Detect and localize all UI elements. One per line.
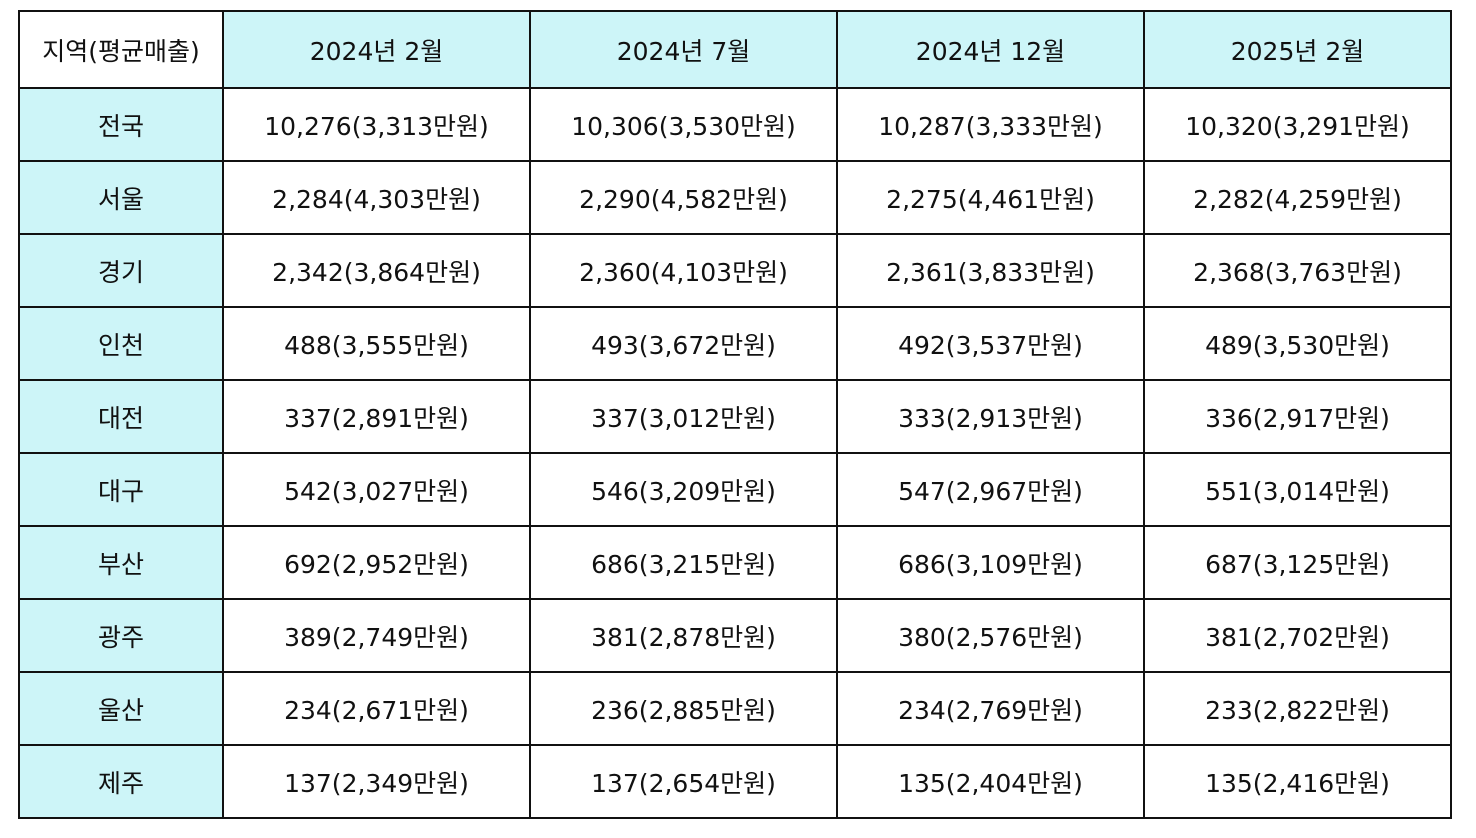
table-row: 인천 488(3,555만원) 493(3,672만원) 492(3,537만원) 48… [18,306,1452,381]
table-row: 광주 389(2,749만원) 381(2,878만원) 380(2,576만원) 38… [18,598,1452,673]
value-cell: 489(3,530만원) [1143,306,1452,381]
value-cell: 547(2,967만원) [836,452,1145,527]
region-cell: 전국 [18,87,224,162]
value-cell: 234(2,671만원) [222,671,531,746]
value-cell: 2,290(4,582만원) [529,160,838,235]
value-cell: 692(2,952만원) [222,525,531,600]
value-cell: 381(2,702만원) [1143,598,1452,673]
value-cell: 10,306(3,530만원) [529,87,838,162]
value-cell: 389(2,749만원) [222,598,531,673]
header-cell: 2025년 2월 [1143,10,1452,89]
value-cell: 493(3,672만원) [529,306,838,381]
value-cell: 10,320(3,291만원) [1143,87,1452,162]
table-row: 대구 542(3,027만원) 546(3,209만원) 547(2,967만원) 55… [18,452,1452,527]
header-cell: 2024년 7월 [529,10,838,89]
region-cell: 인천 [18,306,224,381]
value-cell: 381(2,878만원) [529,598,838,673]
value-cell: 2,360(4,103만원) [529,233,838,308]
table-row: 제주 137(2,349만원) 137(2,654만원) 135(2,404만원) 13… [18,744,1452,819]
value-cell: 10,287(3,333만원) [836,87,1145,162]
value-cell: 2,342(3,864만원) [222,233,531,308]
value-cell: 546(3,209만원) [529,452,838,527]
value-cell: 2,282(4,259만원) [1143,160,1452,235]
value-cell: 337(2,891만원) [222,379,531,454]
table-body: 전국 10,276(3,313만원) 10,306(3,530만원) 10,287(3… [18,87,1452,819]
header-cell: 2024년 2월 [222,10,531,89]
value-cell: 686(3,215만원) [529,525,838,600]
value-cell: 488(3,555만원) [222,306,531,381]
region-cell: 대전 [18,379,224,454]
value-cell: 2,275(4,461만원) [836,160,1145,235]
region-cell: 울산 [18,671,224,746]
region-cell: 서울 [18,160,224,235]
value-cell: 686(3,109만원) [836,525,1145,600]
value-cell: 687(3,125만원) [1143,525,1452,600]
value-cell: 2,368(3,763만원) [1143,233,1452,308]
value-cell: 551(3,014만원) [1143,452,1452,527]
table-row: 울산 234(2,671만원) 236(2,885만원) 234(2,769만원) 23… [18,671,1452,746]
region-cell: 광주 [18,598,224,673]
value-cell: 492(3,537만원) [836,306,1145,381]
value-cell: 542(3,027만원) [222,452,531,527]
value-cell: 135(2,404만원) [836,744,1145,819]
value-cell: 10,276(3,313만원) [222,87,531,162]
header-cell: 2024년 12월 [836,10,1145,89]
value-cell: 337(3,012만원) [529,379,838,454]
value-cell: 234(2,769만원) [836,671,1145,746]
region-cell: 제주 [18,744,224,819]
table-row: 경기 2,342(3,864만원) 2,360(4,103만원) 2,361(3,83… [18,233,1452,308]
region-cell: 부산 [18,525,224,600]
value-cell: 380(2,576만원) [836,598,1145,673]
header-row: 지역(평균매출) 2024년 2월 2024년 7월 2024년 12월 2025년 2… [18,10,1452,89]
table-row: 서울 2,284(4,303만원) 2,290(4,582만원) 2,275(4,46… [18,160,1452,235]
value-cell: 137(2,349만원) [222,744,531,819]
header-cell: 지역(평균매출) [18,10,224,89]
region-cell: 대구 [18,452,224,527]
value-cell: 236(2,885만원) [529,671,838,746]
table-row: 전국 10,276(3,313만원) 10,306(3,530만원) 10,287(3… [18,87,1452,162]
value-cell: 336(2,917만원) [1143,379,1452,454]
value-cell: 2,361(3,833만원) [836,233,1145,308]
value-cell: 233(2,822만원) [1143,671,1452,746]
table-row: 부산 692(2,952만원) 686(3,215만원) 686(3,109만원) 68… [18,525,1452,600]
value-cell: 135(2,416만원) [1143,744,1452,819]
table-row: 대전 337(2,891만원) 337(3,012만원) 333(2,913만원) 33… [18,379,1452,454]
data-table: 지역(평균매출) 2024년 2월 2024년 7월 2024년 12월 2025년 2… [18,10,1452,819]
region-cell: 경기 [18,233,224,308]
value-cell: 2,284(4,303만원) [222,160,531,235]
value-cell: 333(2,913만원) [836,379,1145,454]
value-cell: 137(2,654만원) [529,744,838,819]
